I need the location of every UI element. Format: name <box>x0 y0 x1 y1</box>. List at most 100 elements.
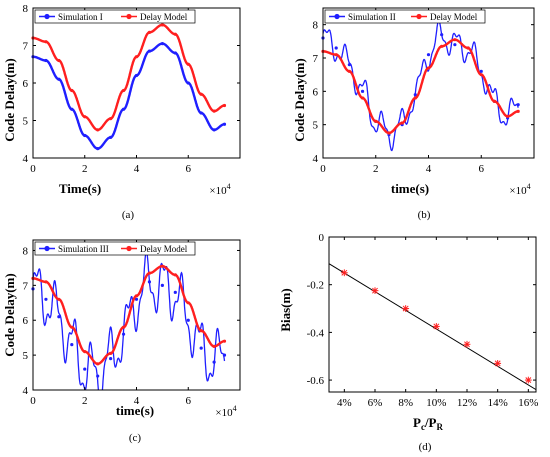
x-tick-label: 6% <box>368 397 383 409</box>
legend-label: Simulation II <box>348 12 396 22</box>
series-point <box>360 89 365 93</box>
legend-label: Delay Model <box>140 12 188 22</box>
series-point <box>347 63 351 67</box>
scatter-point <box>524 376 532 384</box>
panel-b-xlabel: time(s) <box>391 181 429 196</box>
series-line-delay-model <box>33 23 225 132</box>
plot-d-marks: 4% 6% 8% 10% 12% 14% 16% 0 -0.2 -0.4 -0.6 <box>307 232 539 409</box>
series-point <box>147 271 152 275</box>
series-point <box>426 53 431 57</box>
series-point <box>413 96 417 100</box>
series-point <box>222 122 227 126</box>
x-tick-label: 2 <box>82 395 88 407</box>
series-point <box>57 315 61 319</box>
y-tick-label: 7 <box>313 53 319 65</box>
series-point <box>199 111 203 115</box>
y-tick-label: 7 <box>23 280 29 292</box>
series-line-simulation <box>323 19 519 152</box>
series-point <box>44 280 48 284</box>
series-point <box>147 30 152 34</box>
y-tick-label: 4 <box>23 385 29 397</box>
legend <box>34 241 196 256</box>
series-point <box>44 297 48 301</box>
series-point <box>334 53 338 57</box>
scatter-point <box>340 269 348 277</box>
legend-label: Delay Model <box>140 244 188 254</box>
series-point <box>466 46 470 50</box>
series-point <box>173 273 177 277</box>
series-point <box>199 346 203 350</box>
series-point <box>134 294 139 298</box>
panel-d-caption: (d) <box>419 441 432 453</box>
x-tick-label: 4% <box>337 397 352 409</box>
series-point <box>387 131 391 135</box>
x-tick-label: 0 <box>30 395 36 407</box>
x-tick-label: 10% <box>426 397 446 409</box>
series-point <box>44 58 48 63</box>
legend-swatch-marker <box>334 13 340 20</box>
scatter-point <box>494 359 502 367</box>
x-tick-label: 6 <box>186 163 192 175</box>
legend-swatch-marker <box>126 13 132 20</box>
scatter-point <box>371 287 379 295</box>
y-tick-label: 7 <box>23 41 29 53</box>
series-point <box>57 77 61 81</box>
series-point <box>109 135 113 139</box>
panel-a-frame <box>32 7 241 159</box>
panel-a-x-multiplier: ×104 <box>209 182 230 197</box>
series-point <box>70 325 74 329</box>
y-tick-label: 6 <box>23 78 29 90</box>
series-point <box>360 96 365 100</box>
y-tick-label: -0.2 <box>307 280 324 292</box>
y-tick-label: 5 <box>23 116 29 128</box>
y-tick-label: 4 <box>23 153 29 165</box>
series-point <box>134 55 139 59</box>
series-point <box>186 301 190 305</box>
series-point <box>440 33 444 37</box>
legend-label: Simulation III <box>58 244 109 254</box>
series-point <box>134 73 139 78</box>
series-point <box>516 109 520 113</box>
series-point <box>173 290 177 294</box>
x-tick-label: 12% <box>457 397 477 409</box>
x-tick-label: 2 <box>82 163 88 175</box>
series-point <box>479 73 483 77</box>
series-point <box>453 38 457 42</box>
series-point <box>70 88 74 93</box>
panel-c-xlabel: time(s) <box>116 403 154 418</box>
series-point <box>70 343 74 347</box>
series-point <box>96 128 100 132</box>
series-point <box>109 357 113 361</box>
series-point <box>121 107 126 111</box>
panel-c-caption: (c) <box>129 432 142 444</box>
x-tick-label: 0 <box>30 163 36 175</box>
scatter-point <box>463 340 471 348</box>
panel-a: 0 2 4 6 4 5 6 7 8 Simulation I Delay Model Time(s)… <box>2 3 241 221</box>
series-point <box>186 318 190 322</box>
panel-a-ylabel: Code Delay(m) <box>2 58 17 141</box>
series-point <box>121 332 126 336</box>
series-point <box>173 51 177 55</box>
series-line-delay-model <box>33 265 225 365</box>
legend-swatch-marker <box>44 13 50 20</box>
series-point <box>186 62 190 66</box>
series-point <box>479 69 483 73</box>
panel-c-ylabel: Code Delay(m) <box>2 273 17 356</box>
x-tick-label: 2 <box>373 163 379 175</box>
scatter-point <box>432 323 440 330</box>
legend-swatch-marker <box>126 245 132 252</box>
series-point <box>70 107 74 111</box>
series-point <box>347 69 351 73</box>
panel-d-xlabel: Pc/PR <box>413 415 444 432</box>
series-point <box>160 23 164 27</box>
series-point <box>212 128 216 132</box>
series-point <box>96 147 100 151</box>
y-tick-label: 6 <box>23 315 29 327</box>
panel-d: 4% 6% 8% 10% 12% 14% 16% 0 -0.2 -0.4 -0.6 Pc/PR Bi… <box>278 232 538 453</box>
series-point <box>160 264 164 268</box>
plot-b-marks: 0 2 4 6 4 5 6 7 8 Simulation II Delay Model <box>313 7 535 175</box>
series-point <box>222 103 227 108</box>
series-point <box>83 133 87 138</box>
series-point <box>83 115 87 119</box>
